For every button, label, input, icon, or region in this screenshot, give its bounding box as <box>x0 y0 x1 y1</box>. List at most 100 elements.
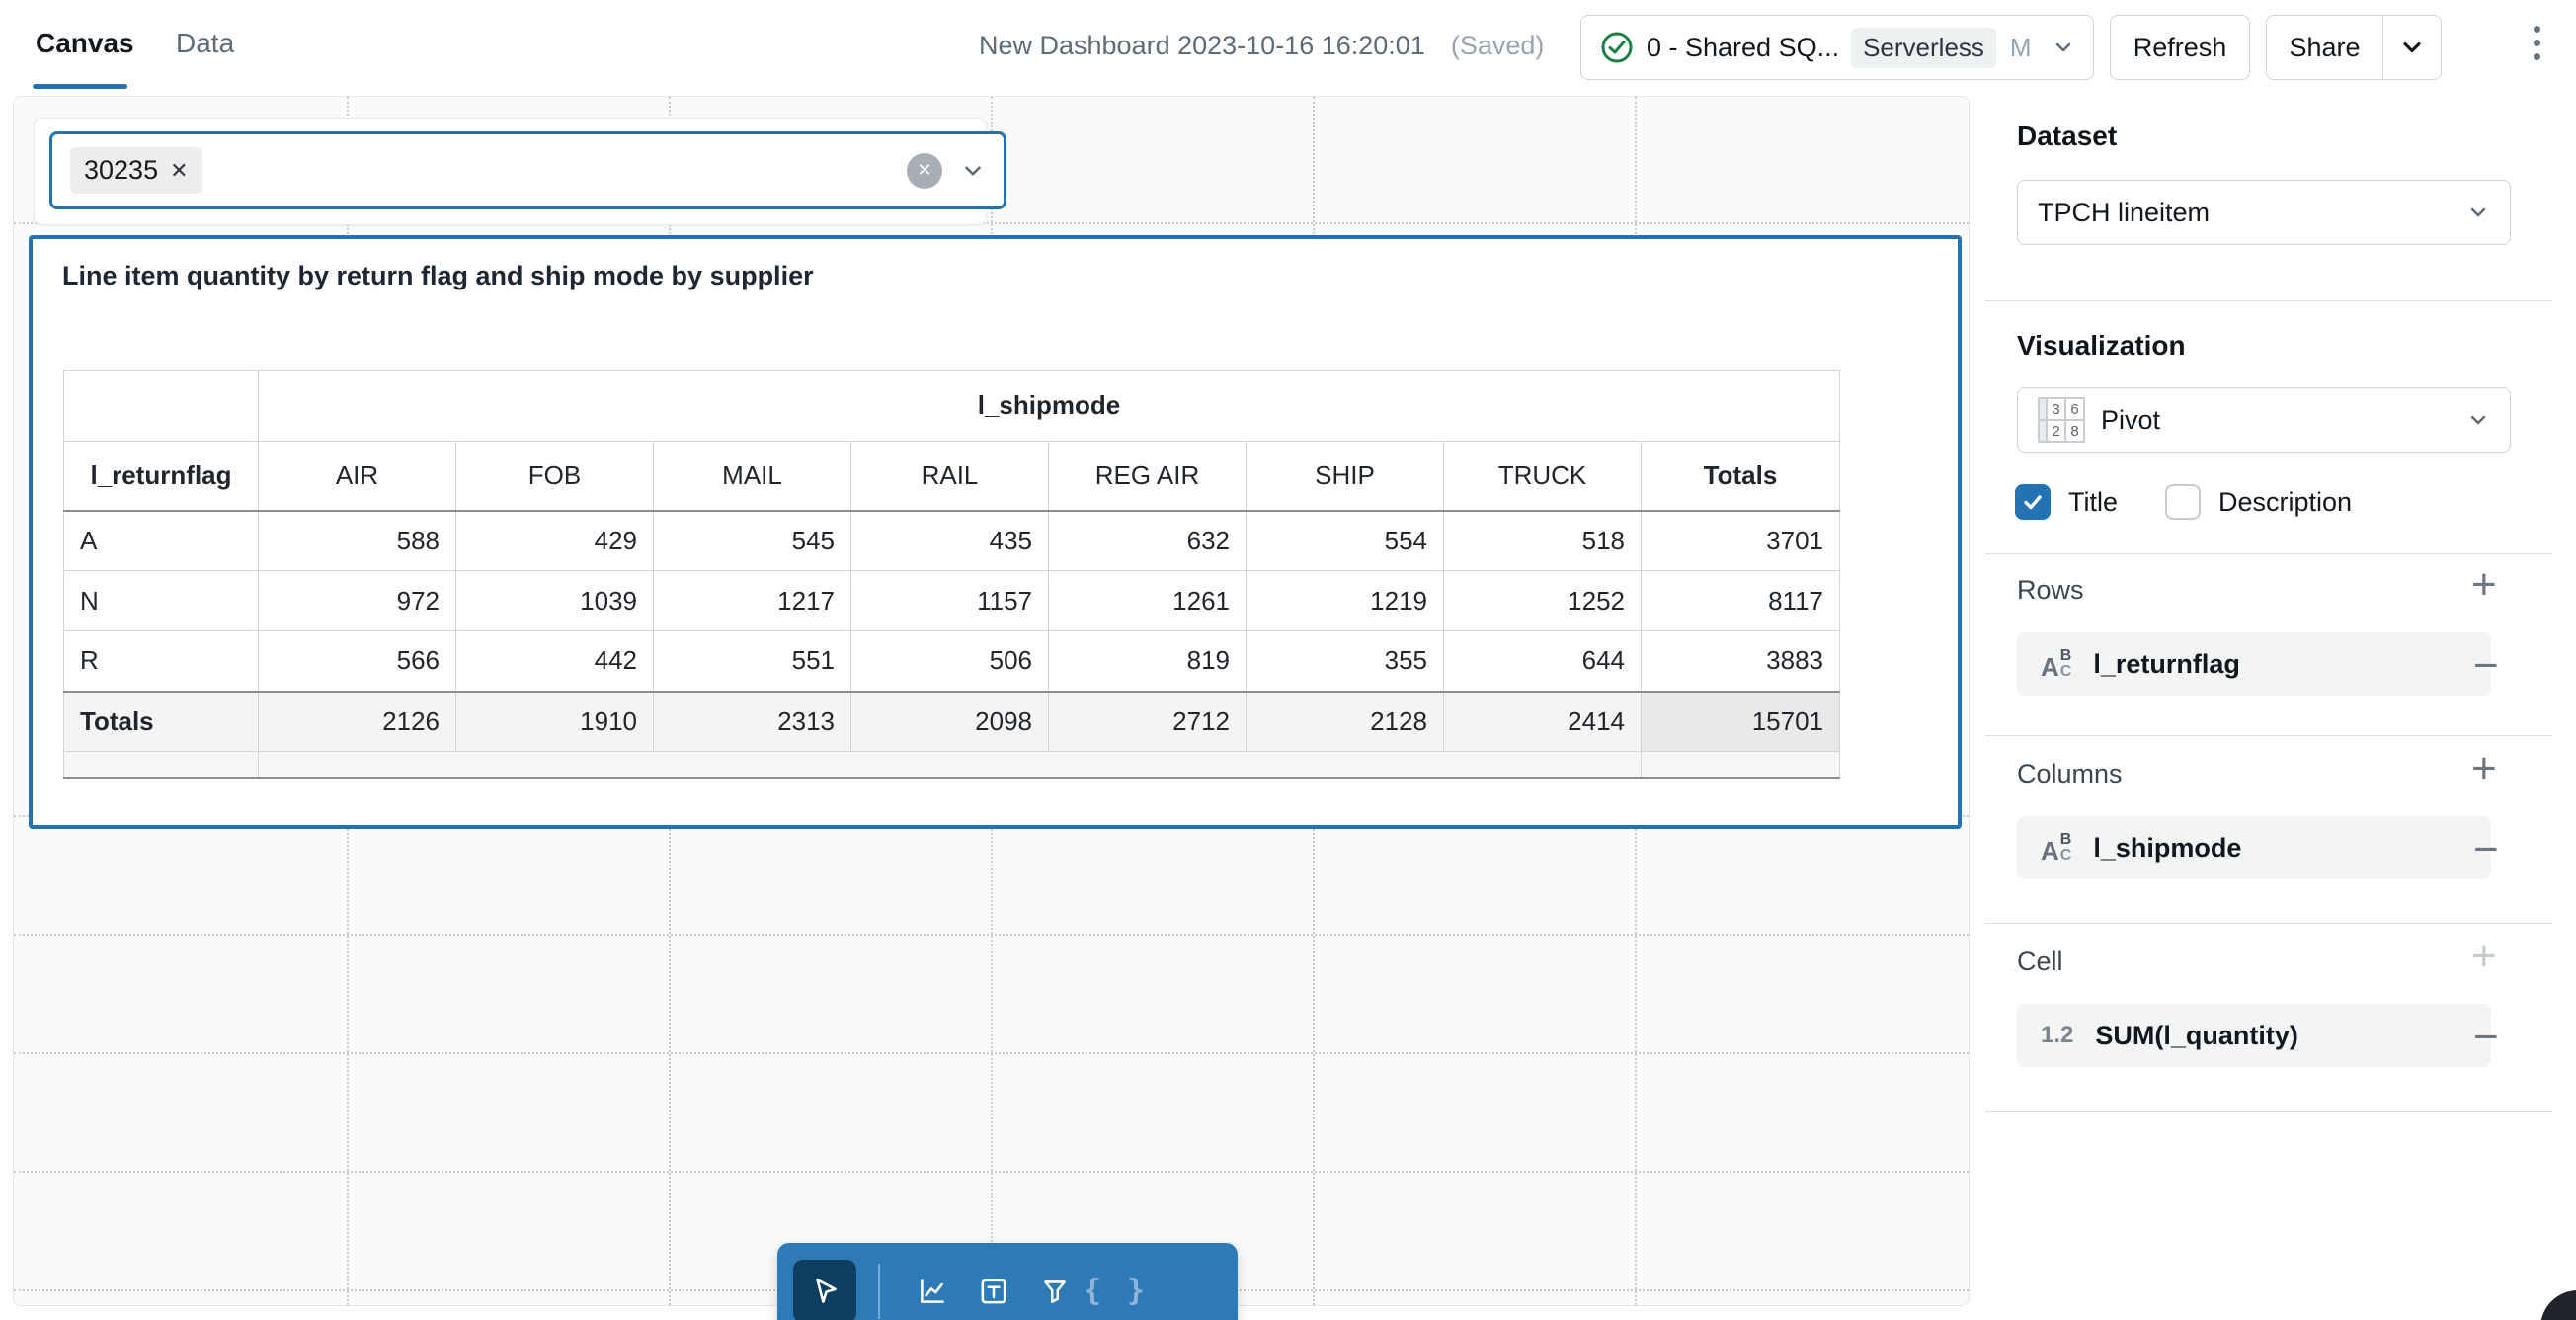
chevron-down-icon <box>2466 201 2490 224</box>
pivot-data-row: N 972 1039 1217 1157 1261 1219 1252 8117 <box>63 570 1840 631</box>
pivot-cell: 1252 <box>1443 570 1642 631</box>
add-code-button[interactable]: { } <box>1084 1260 1147 1320</box>
pivot-cell <box>258 751 1642 779</box>
filter-widget[interactable]: 30235 ✕ ✕ <box>34 118 1006 225</box>
warehouse-type-badge: Serverless <box>1851 27 1996 68</box>
pivot-cell: 819 <box>1048 630 1247 692</box>
pivot-cell: 2098 <box>850 690 1049 752</box>
pivot-cell: 551 <box>653 630 851 692</box>
filter-value-select[interactable]: 30235 ✕ ✕ <box>49 131 1006 209</box>
chevron-down-icon <box>960 158 986 184</box>
add-cell-field-button[interactable]: + <box>2471 932 2497 980</box>
pivot-table: l_shipmode l_returnflag AIR FOB MAIL RAIL REG … <box>63 370 1840 779</box>
pivot-cell <box>63 370 259 442</box>
pivot-cell: 2128 <box>1246 690 1444 752</box>
pivot-cell: 1910 <box>455 690 654 752</box>
pivot-cell: RAIL <box>850 441 1049 512</box>
pivot-cell: 2414 <box>1443 690 1642 752</box>
description-checkbox-label[interactable]: Description <box>2218 486 2353 517</box>
grid-guide <box>14 1052 1969 1054</box>
filter-chip-value: 30235 <box>84 155 159 185</box>
pivot-span-row: l_shipmode <box>63 370 1840 442</box>
pivot-totals-row: Totals 2126 1910 2313 2098 2712 2128 2414 15701 <box>63 690 1840 752</box>
pivot-cell: 3701 <box>1641 510 1840 571</box>
add-text-button[interactable] <box>963 1260 1024 1320</box>
section-divider <box>1985 300 2552 301</box>
title-checkbox[interactable] <box>2015 484 2051 520</box>
pivot-widget[interactable]: Line item quantity by return flag and sh… <box>29 235 1962 829</box>
pivot-cell: 3883 <box>1641 630 1840 692</box>
chip-remove-icon[interactable]: ✕ <box>170 157 189 183</box>
cursor-icon <box>808 1275 842 1308</box>
pivot-cell: 442 <box>455 630 654 692</box>
warehouse-status-icon <box>1599 30 1635 65</box>
warehouse-selector[interactable]: 0 - Shared SQ... Serverless M <box>1580 15 2094 80</box>
overflow-menu-button[interactable] <box>2517 26 2556 75</box>
pivot-cell: 545 <box>653 510 851 571</box>
pivot-cell: SHIP <box>1246 441 1444 512</box>
remove-cell-field-button[interactable]: − <box>2473 1013 2499 1061</box>
title-checkbox-label[interactable]: Title <box>2068 486 2119 517</box>
remove-column-field-button[interactable]: − <box>2473 825 2499 873</box>
pivot-cell: 644 <box>1443 630 1642 692</box>
section-divider <box>1985 735 2552 736</box>
pivot-cell: MAIL <box>653 441 851 512</box>
text-icon <box>977 1275 1010 1308</box>
pivot-cell: 518 <box>1443 510 1642 571</box>
toolbar-divider <box>878 1263 880 1319</box>
refresh-button[interactable]: Refresh <box>2110 15 2250 80</box>
pivot-cell: N <box>63 570 259 631</box>
pivot-cell: l_shipmode <box>258 370 1840 442</box>
dashboard-canvas[interactable]: 30235 ✕ ✕ Line item quantity by return f… <box>13 96 1970 1320</box>
remove-row-field-button[interactable]: − <box>2473 641 2499 690</box>
dataset-select[interactable]: TPCH lineitem <box>2017 180 2511 245</box>
cell-field-pill[interactable]: 1.2 SUM(l_quantity) <box>2017 1004 2491 1067</box>
dataset-value: TPCH lineitem <box>2038 197 2211 227</box>
description-checkbox[interactable] <box>2165 484 2202 520</box>
section-divider <box>1985 1111 2552 1112</box>
pivot-data-row: A 588 429 545 435 632 554 518 3701 <box>63 510 1840 571</box>
clear-all-icon[interactable]: ✕ <box>907 152 942 189</box>
warehouse-name: 0 - Shared SQ... <box>1647 32 1840 62</box>
pivot-cell: 2313 <box>653 690 851 752</box>
chevron-down-icon <box>2398 34 2426 61</box>
columns-section-label: Columns <box>2017 759 2123 788</box>
share-split-button: Share <box>2266 15 2442 80</box>
saved-status: (Saved) <box>1450 31 1545 60</box>
number-type-icon: 1.2 <box>2041 1022 2074 1048</box>
pivot-cell: REG AIR <box>1048 441 1247 512</box>
tab-canvas[interactable]: Canvas <box>36 28 134 58</box>
add-filter-button[interactable] <box>1024 1260 1086 1320</box>
chevron-down-icon <box>2466 408 2490 432</box>
visualization-heading: Visualization <box>2017 330 2186 361</box>
pivot-cell: FOB <box>455 441 654 512</box>
top-bar: Canvas Data New Dashboard 2023-10-16 16:… <box>0 0 2576 95</box>
grid-guide <box>14 222 1969 224</box>
pivot-cell: 972 <box>258 570 456 631</box>
column-field-name: l_shipmode <box>2093 832 2242 863</box>
add-row-field-button[interactable]: + <box>2471 560 2497 609</box>
add-visualization-button[interactable] <box>902 1260 963 1320</box>
tab-data[interactable]: Data <box>176 28 235 58</box>
pivot-cell: 355 <box>1246 630 1444 692</box>
cursor-tool-button[interactable] <box>793 1259 856 1320</box>
cell-section-label: Cell <box>2017 947 2063 976</box>
pivot-cell: 15701 <box>1641 690 1840 752</box>
edit-toolbar: { } <box>777 1243 1238 1320</box>
share-dropdown-button[interactable] <box>2382 16 2441 79</box>
pivot-cell: 435 <box>850 510 1049 571</box>
share-button[interactable]: Share <box>2289 32 2361 62</box>
widget-title: Line item quantity by return flag and sh… <box>62 261 814 290</box>
grid-guide <box>14 1171 1969 1173</box>
pivot-cell: 506 <box>850 630 1049 692</box>
add-column-field-button[interactable]: + <box>2471 744 2497 792</box>
pivot-cell: l_returnflag <box>63 441 259 512</box>
pivot-cell: Totals <box>63 690 259 752</box>
pivot-cell <box>63 751 259 779</box>
pivot-cell: 588 <box>258 510 456 571</box>
